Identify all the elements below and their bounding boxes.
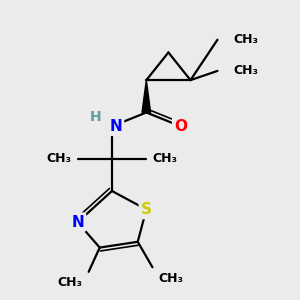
Text: CH₃: CH₃ xyxy=(159,272,184,285)
Text: CH₃: CH₃ xyxy=(233,33,258,46)
Text: N: N xyxy=(71,215,84,230)
Text: CH₃: CH₃ xyxy=(152,152,178,165)
Text: CH₃: CH₃ xyxy=(46,152,71,165)
Polygon shape xyxy=(142,80,151,112)
Text: N: N xyxy=(109,119,122,134)
Text: H: H xyxy=(90,110,102,124)
Text: O: O xyxy=(174,119,187,134)
Text: S: S xyxy=(141,202,152,217)
Text: CH₃: CH₃ xyxy=(58,276,82,290)
Text: CH₃: CH₃ xyxy=(233,64,258,77)
